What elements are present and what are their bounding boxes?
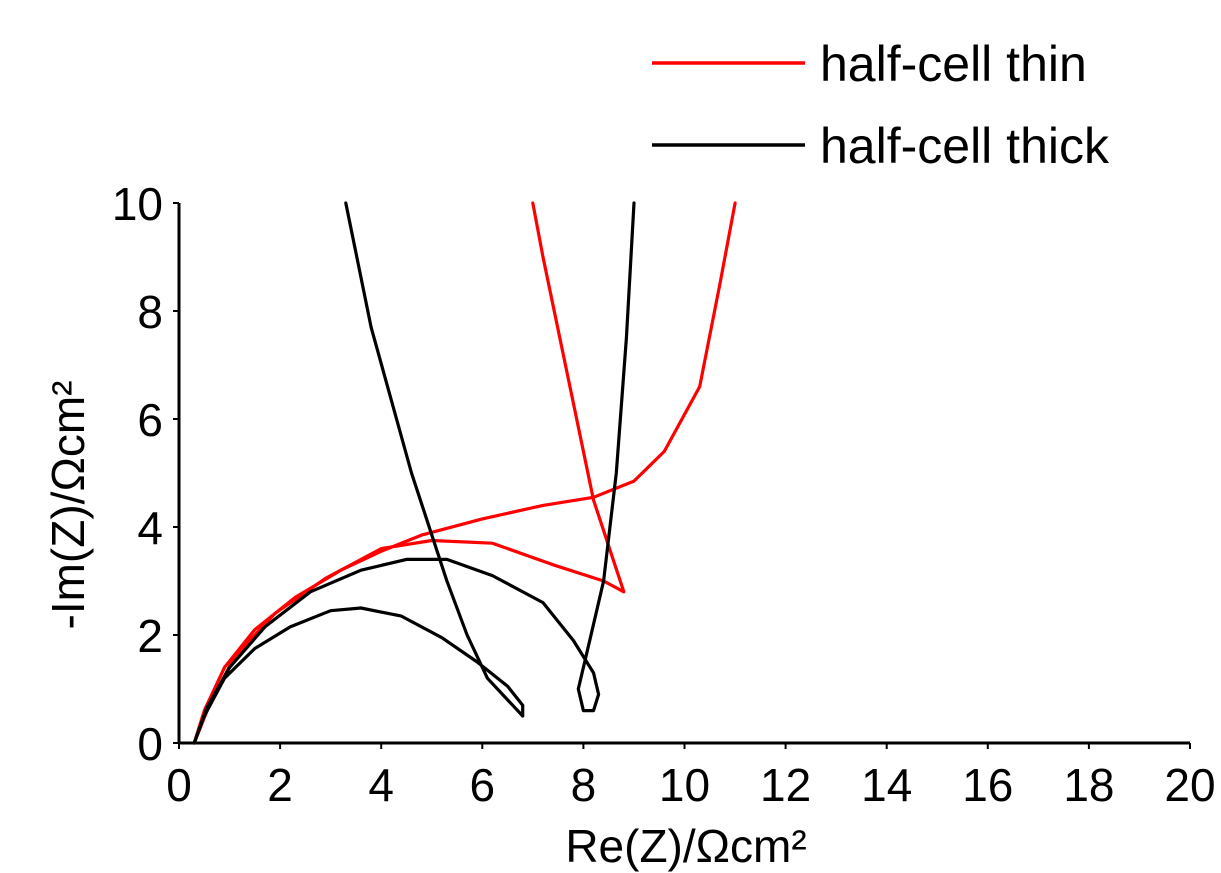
x-tick-label: 6 bbox=[470, 759, 496, 811]
x-tick-label: 12 bbox=[760, 759, 811, 811]
y-tick-label: 0 bbox=[137, 718, 163, 770]
series-line-2 bbox=[192, 201, 525, 745]
y-tick-label: 2 bbox=[137, 610, 163, 662]
x-tick-label: 8 bbox=[571, 759, 597, 811]
legend-label: half-cell thick bbox=[820, 118, 1110, 174]
y-tick-label: 10 bbox=[112, 178, 163, 230]
y-tick-label: 6 bbox=[137, 394, 163, 446]
axes bbox=[177, 203, 1190, 745]
x-tick-label: 0 bbox=[166, 759, 192, 811]
ticks bbox=[173, 202, 1191, 749]
x-tick-label: 10 bbox=[659, 759, 710, 811]
y-axis-title: -Im(Z)/Ωcm² bbox=[42, 381, 94, 630]
x-tick-label: 20 bbox=[1164, 759, 1215, 811]
series-line-1 bbox=[192, 201, 626, 745]
x-tick-label: 18 bbox=[1063, 759, 1114, 811]
series-line-0 bbox=[192, 201, 737, 745]
x-tick-label: 14 bbox=[861, 759, 912, 811]
y-tick-label: 8 bbox=[137, 286, 163, 338]
plot-lines bbox=[192, 201, 737, 745]
tick-labels: 0 2 4 6 8 10 12 14 16 18 20 0 2 4 6 8 10 bbox=[112, 178, 1216, 811]
legend-label: half-cell thin bbox=[820, 36, 1087, 92]
x-tick-label: 4 bbox=[368, 759, 394, 811]
x-tick-label: 2 bbox=[267, 759, 293, 811]
series-line-3 bbox=[192, 201, 636, 745]
x-axis-title: Re(Z)/Ωcm² bbox=[565, 820, 806, 872]
legend: half-cell thin half-cell thick bbox=[652, 36, 1110, 174]
x-tick-label: 16 bbox=[962, 759, 1013, 811]
y-tick-label: 4 bbox=[137, 502, 163, 554]
